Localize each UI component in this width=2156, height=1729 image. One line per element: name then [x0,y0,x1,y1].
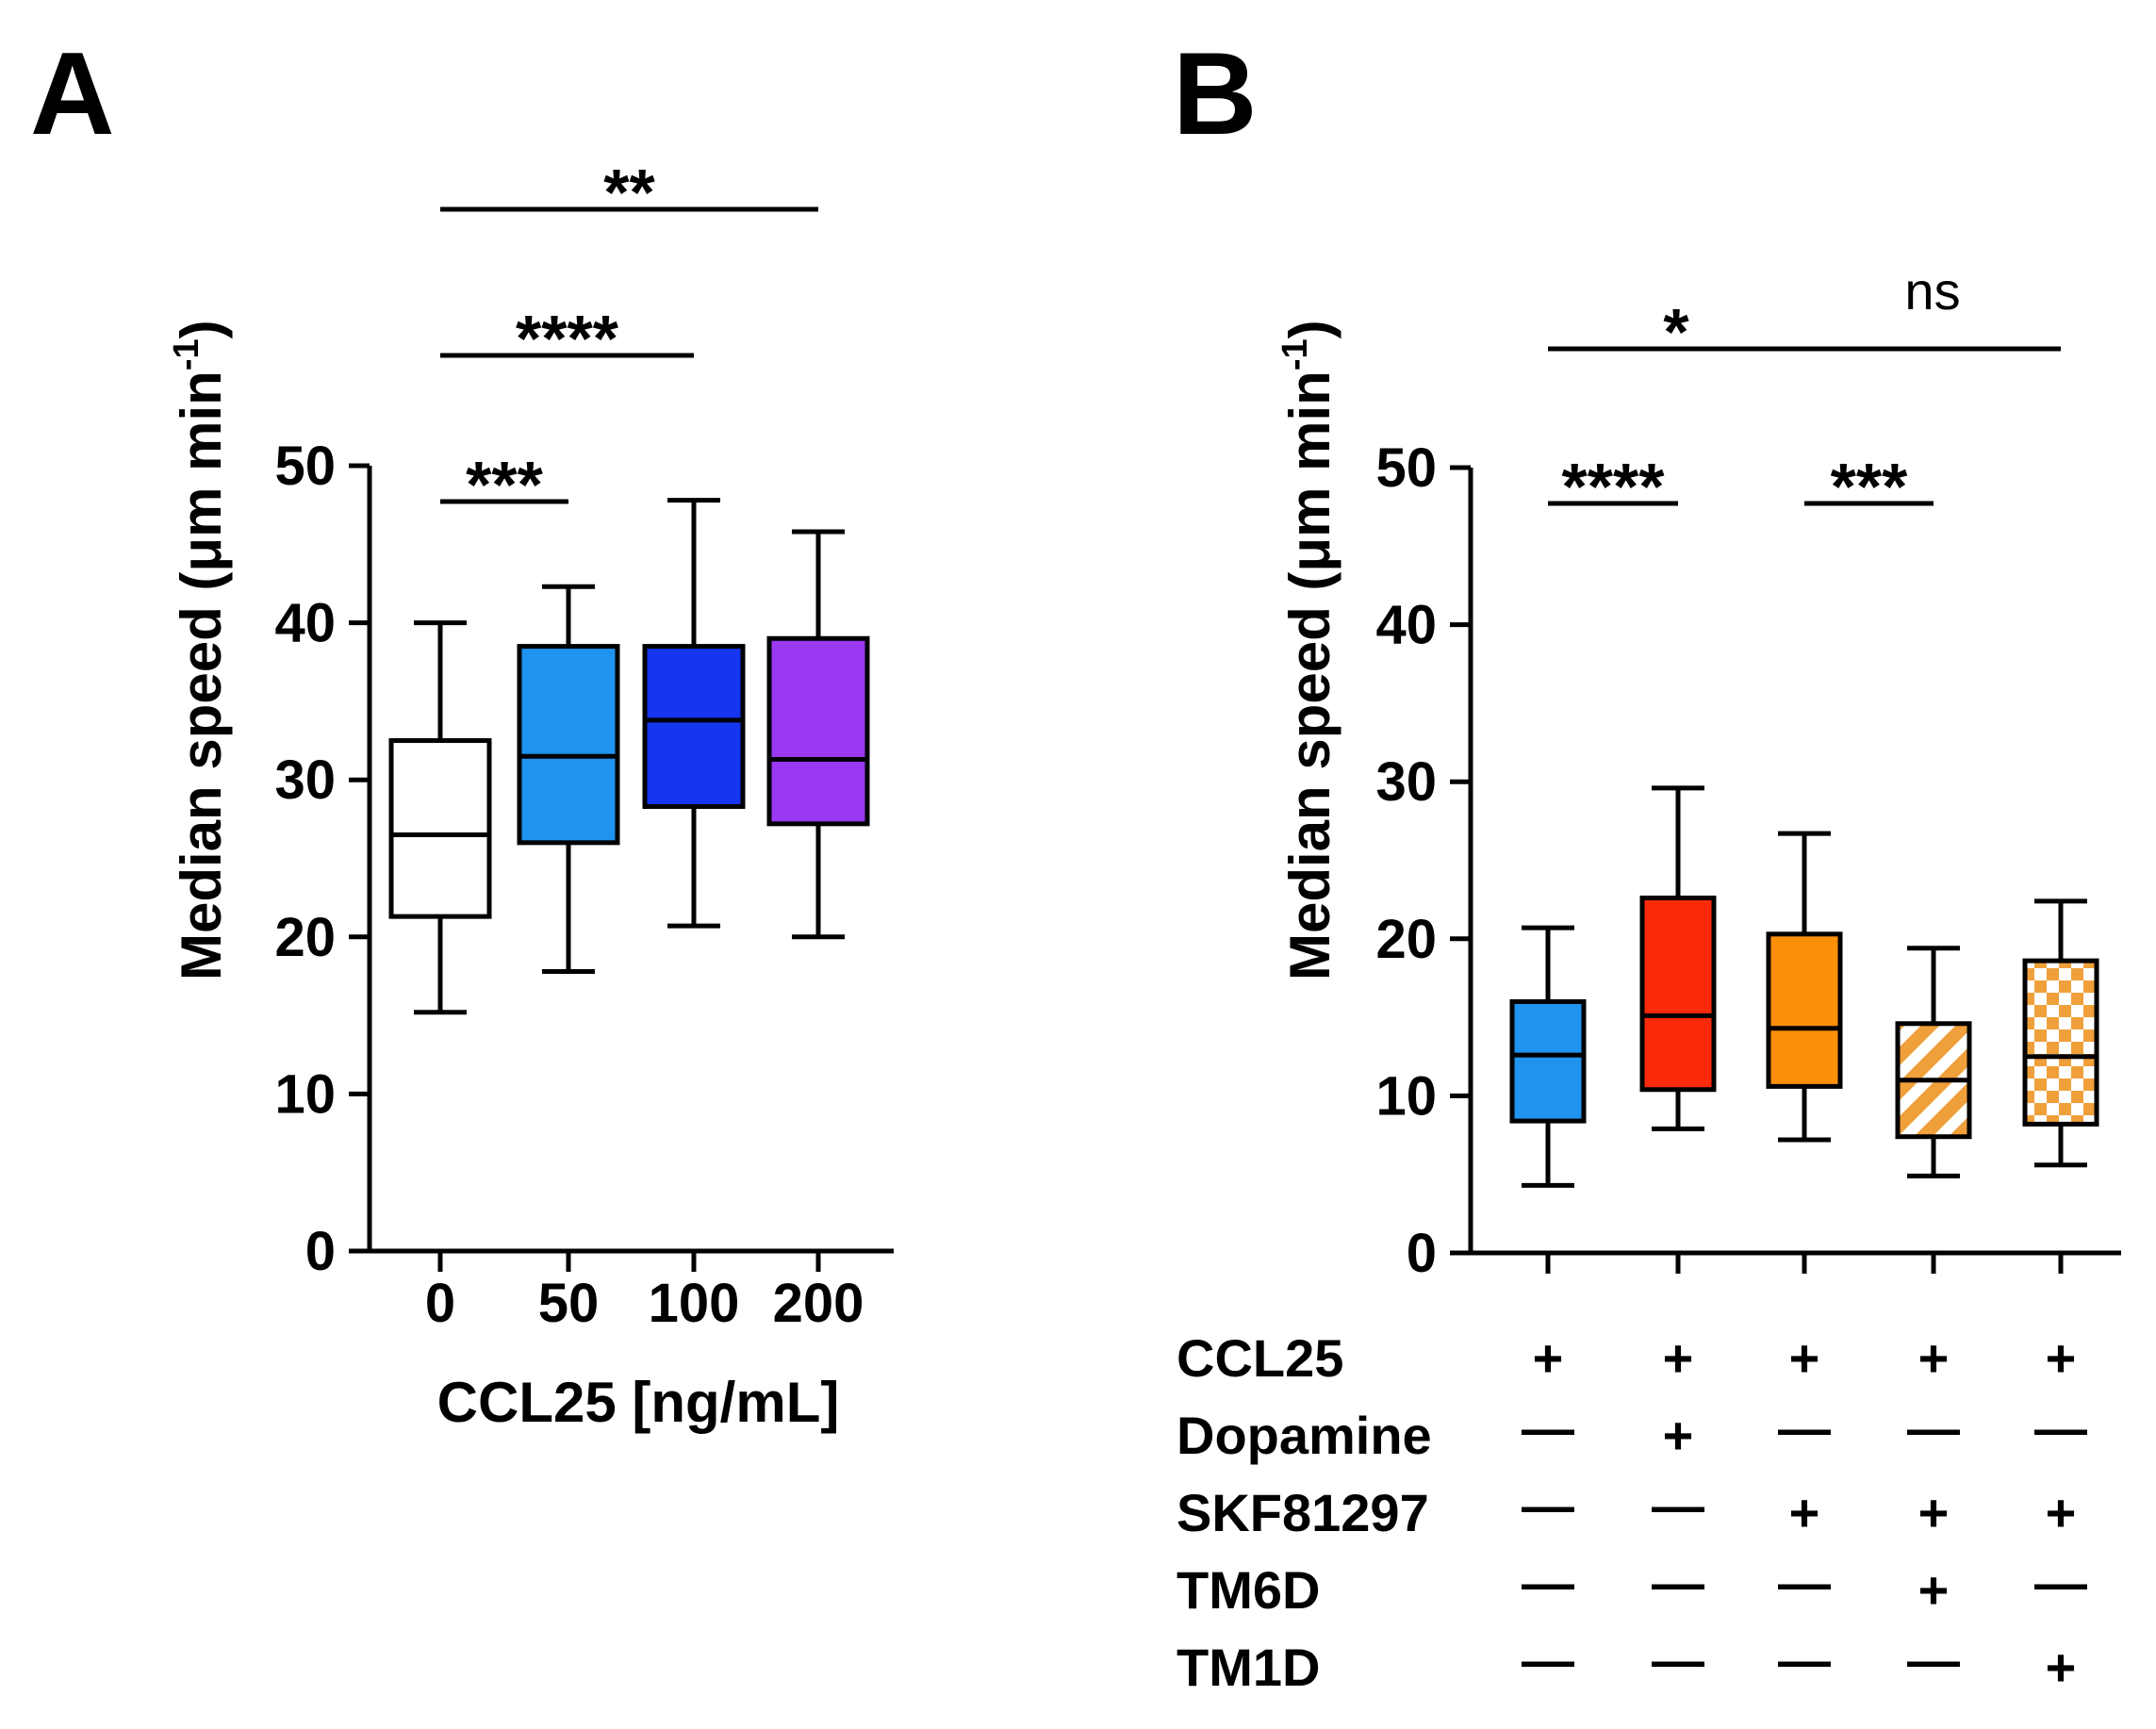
panel-b-condition-mark: — [1652,1475,1704,1535]
panel-b-y-tick-label: 30 [1375,751,1437,813]
panel-b-box-1 [1509,925,1587,1188]
panel-a-box-rect [766,635,870,827]
panel-b-condition-mark: — [1907,1630,1960,1689]
panel-a-x-axis-title: CCL25 [ng/mL] [437,1371,840,1434]
panel-a-significance: ********* [440,156,818,521]
panel-a-x-tick-label: 50 [538,1273,600,1334]
panel-b-box-3 [1766,831,1843,1143]
panel-b-letter: B [1173,29,1258,159]
panel-b-condition-mark: — [1522,1630,1574,1689]
panel-b-box-2 [1639,785,1717,1131]
panel-b-box-rect [1639,895,1717,1093]
panel-a-y-axis: 0 10 20 30 40 50 [274,436,372,1282]
panel-b-condition-mark: + [2046,1638,2077,1697]
panel-a-y-tick-label: 30 [274,749,336,811]
panel-a-y-tick-label: 40 [274,593,336,654]
panel-b-condition-name: TM1D [1177,1638,1320,1697]
panel-a-y-title-close: ) [170,320,233,338]
panel-b-condition-mark: — [1522,1398,1574,1457]
panel-a-box-rect [642,644,746,810]
panel-b-boxes [1509,785,2099,1188]
panel-a-y-axis-title: Median speed (μm min-1) [167,320,233,980]
panel-b-condition-mark: — [1907,1398,1960,1457]
panel-b-y-title-close: ) [1278,320,1341,338]
panel-b-condition-name: Dopamine [1177,1406,1432,1465]
panel-b-x-axis [1471,1250,2121,1274]
panel-a-box-4 [766,529,870,940]
panel-a-y-title-sup: -1 [167,338,206,370]
panel-b-y-axis-title: Median speed (μm min-1) [1275,320,1341,980]
panel-a-sig-label: ** [603,156,655,229]
panel-b-box-rect [1766,931,1843,1089]
panel-b-condition-mark: — [1652,1553,1704,1612]
panel-b-y-tick-label: 50 [1375,437,1437,499]
panel-b-box-rect [2022,958,2099,1127]
panel-b-condition-mark: + [1663,1328,1694,1388]
panel-b-condition-mark: + [2046,1483,2077,1542]
panel-b-condition-mark: — [1522,1553,1574,1612]
panel-b-y-title-sup: -1 [1275,338,1315,370]
panel-b-condition-mark: — [1652,1630,1704,1689]
panel-b-y-axis: 0 10 20 30 40 50 [1375,437,1473,1284]
panel-b-sig-label: * [1663,295,1689,369]
panel-b-condition-mark: + [1789,1483,1820,1542]
panel-a-y-tick-label: 10 [274,1063,336,1125]
panel-a-x-tick-label: 200 [773,1273,864,1334]
panel-b-y-title-main: Median speed (μm min [1278,370,1341,980]
panel-b-conditions-table: CCL25 + + + + + Dopamine — + — — — SKF81297 — — + + + TM6D… [1177,1328,2087,1697]
panel-b-sig-label: *** [1831,450,1908,523]
panel-b-condition-mark: — [1778,1630,1831,1689]
panel-b-condition-mark: — [1778,1398,1831,1457]
panel-a-sig-label: **** [516,302,619,375]
panel-b-condition-mark: — [1522,1475,1574,1535]
panel-a-box-rect [517,644,620,846]
panel-b-condition-mark: — [2034,1553,2087,1612]
panel-a-x-tick-label: 0 [425,1273,455,1334]
panel-a-box-3 [642,498,746,929]
panel-b-condition-mark: + [2046,1328,2077,1388]
panel-b-y-tick-label: 40 [1375,595,1437,656]
panel-b-condition-mark: + [1918,1560,1950,1620]
panel-b-condition-mark: + [1918,1328,1950,1388]
panel-b-box-5 [2022,898,2099,1168]
panel-b-condition-mark: + [1918,1483,1950,1542]
panel-b-sig-label: ns [1904,261,1960,321]
panel-a-boxes [388,498,870,1015]
panel-b-y-tick-label: 10 [1375,1065,1437,1127]
panel-a-y-tick-label: 20 [274,907,336,968]
panel-b-condition-name: CCL25 [1177,1328,1343,1388]
panel-b-significance: **** ****ns [1548,261,2061,523]
panel-b-condition-mark: — [2034,1398,2087,1457]
panel-b-condition-mark: — [1778,1553,1831,1612]
panel-a-sig-label: *** [466,448,543,521]
panel-b-condition-name: TM6D [1177,1560,1320,1620]
panel-b-box-rect [1509,998,1587,1124]
panel-b-condition-name: SKF81297 [1177,1483,1429,1542]
panel-b-condition-mark: + [1663,1406,1694,1465]
panel-b-box-4 [1895,946,1972,1178]
panel-b-condition-mark: + [1533,1328,1564,1388]
panel-a-box-1 [388,620,492,1015]
panel-a-box-2 [517,584,620,974]
panel-a-y-title-main: Median speed (μm min [170,370,233,980]
panel-b-y-tick-label: 0 [1407,1223,1437,1284]
panel-a-box-rect [388,738,492,919]
panel-b-y-tick-label: 20 [1375,909,1437,970]
panel-a-y-tick-label: 50 [274,436,336,497]
panel-b-sig-label: **** [1562,450,1666,523]
panel-a-x-tick-label: 100 [649,1273,740,1334]
panel-a-y-tick-label: 0 [305,1221,336,1282]
panel-a-letter: A [30,29,115,159]
panel-a-x-axis: 0 50 100 200 [370,1248,894,1334]
panel-b-condition-mark: + [1789,1328,1820,1388]
